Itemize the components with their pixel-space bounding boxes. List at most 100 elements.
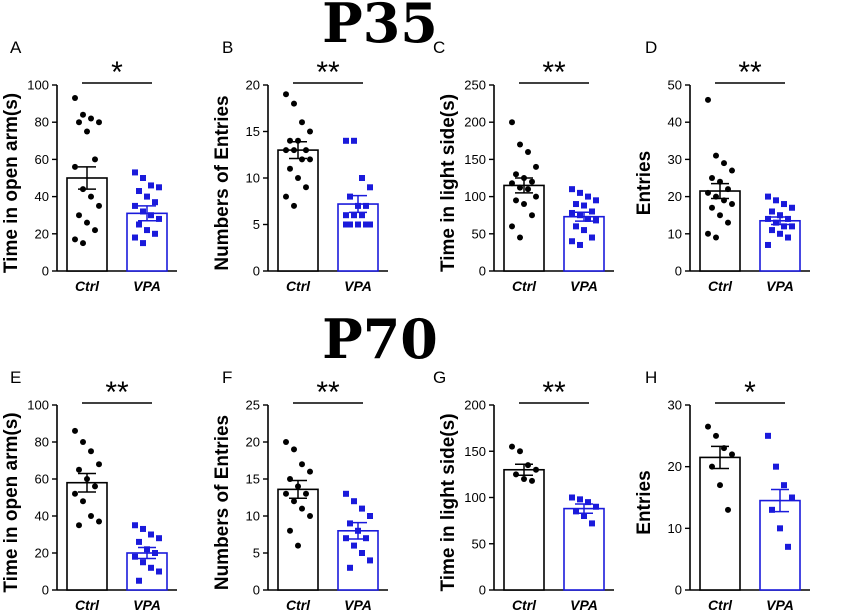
data-point bbox=[80, 111, 86, 118]
data-point bbox=[777, 212, 783, 219]
data-point bbox=[517, 448, 523, 455]
data-point bbox=[72, 490, 78, 497]
y-tick-label: 20 bbox=[246, 78, 260, 93]
data-point bbox=[76, 119, 82, 126]
data-point bbox=[569, 238, 575, 245]
data-point bbox=[529, 477, 535, 484]
panel-letter: H bbox=[645, 368, 657, 387]
x-category-label: VPA bbox=[766, 597, 794, 613]
data-point bbox=[140, 208, 146, 215]
x-category-label: Ctrl bbox=[75, 278, 100, 294]
data-point bbox=[88, 448, 94, 455]
data-point bbox=[156, 535, 162, 542]
y-tick-label: 10 bbox=[668, 226, 682, 241]
bar-vpa bbox=[759, 499, 801, 591]
data-point bbox=[569, 494, 575, 501]
y-tick-label: 0 bbox=[479, 264, 486, 279]
data-point bbox=[295, 483, 301, 490]
data-point bbox=[76, 212, 82, 219]
data-point bbox=[785, 234, 791, 241]
series-vpa bbox=[126, 522, 168, 591]
data-point bbox=[156, 184, 162, 191]
y-tick-label: 20 bbox=[668, 189, 682, 204]
data-point bbox=[307, 468, 313, 475]
data-point bbox=[777, 230, 783, 237]
data-point bbox=[525, 148, 531, 155]
data-point bbox=[577, 189, 583, 196]
x-category-label: VPA bbox=[570, 278, 598, 294]
data-point bbox=[136, 188, 142, 195]
data-point bbox=[593, 503, 599, 510]
bar-vpa bbox=[126, 212, 168, 272]
data-point bbox=[517, 234, 523, 241]
y-tick-label: 25 bbox=[246, 398, 260, 413]
y-axis-label: Time in light side(s) bbox=[438, 94, 459, 272]
data-point bbox=[283, 91, 289, 98]
data-point bbox=[709, 175, 715, 181]
data-point bbox=[351, 498, 357, 505]
x-category-label: Ctrl bbox=[512, 597, 537, 613]
data-point bbox=[533, 163, 539, 170]
bar-ctrl bbox=[503, 468, 545, 591]
data-point bbox=[581, 202, 587, 209]
data-point bbox=[585, 193, 591, 200]
data-point bbox=[92, 227, 98, 234]
y-tick-label: 10 bbox=[668, 521, 682, 536]
data-point bbox=[789, 494, 795, 501]
bar-ctrl bbox=[699, 456, 741, 591]
data-point bbox=[96, 202, 102, 209]
data-point bbox=[525, 186, 531, 193]
data-point bbox=[717, 178, 723, 185]
y-tick-label: 50 bbox=[472, 226, 486, 241]
data-point bbox=[773, 463, 779, 470]
data-point bbox=[513, 171, 519, 178]
x-category-label: VPA bbox=[344, 597, 372, 613]
data-point bbox=[705, 230, 711, 237]
data-point bbox=[769, 227, 775, 234]
panel-letter: A bbox=[10, 38, 22, 57]
data-point bbox=[92, 156, 98, 163]
data-point bbox=[152, 230, 158, 237]
data-point bbox=[773, 219, 779, 226]
data-point bbox=[367, 221, 373, 228]
y-tick-label: 100 bbox=[464, 490, 486, 505]
data-point bbox=[363, 221, 369, 228]
data-point bbox=[80, 439, 86, 445]
data-point bbox=[367, 184, 373, 191]
y-tick-label: 60 bbox=[35, 472, 49, 487]
data-point bbox=[291, 498, 297, 505]
data-point bbox=[295, 175, 301, 181]
data-point bbox=[781, 201, 787, 208]
data-point bbox=[347, 221, 353, 228]
data-point bbox=[148, 212, 154, 219]
panel-letter: F bbox=[222, 368, 232, 387]
data-point bbox=[789, 223, 795, 230]
series-vpa bbox=[563, 494, 605, 591]
y-tick-label: 0 bbox=[42, 583, 49, 598]
data-point bbox=[577, 212, 583, 219]
data-point bbox=[713, 234, 719, 241]
data-point bbox=[132, 553, 138, 560]
data-point bbox=[299, 505, 305, 512]
series-vpa bbox=[126, 169, 168, 272]
data-point bbox=[76, 466, 82, 473]
data-point bbox=[585, 215, 591, 222]
series-ctrl bbox=[699, 423, 741, 591]
data-point bbox=[299, 461, 305, 468]
data-point bbox=[517, 184, 523, 191]
data-point bbox=[303, 184, 309, 191]
data-point bbox=[132, 202, 138, 209]
y-tick-label: 0 bbox=[42, 264, 49, 279]
significance-mark: ** bbox=[542, 376, 566, 409]
data-point bbox=[709, 204, 715, 211]
y-tick-label: 200 bbox=[464, 115, 486, 130]
data-point bbox=[713, 152, 719, 159]
panel-h: H 0 10 20 30 Entries Ctrl VPA * bbox=[634, 368, 810, 613]
x-category-label: Ctrl bbox=[286, 278, 311, 294]
data-point bbox=[343, 490, 349, 497]
data-point bbox=[721, 445, 727, 452]
y-tick-label: 100 bbox=[27, 78, 49, 93]
data-point bbox=[132, 522, 138, 529]
y-tick-label: 20 bbox=[668, 459, 682, 474]
